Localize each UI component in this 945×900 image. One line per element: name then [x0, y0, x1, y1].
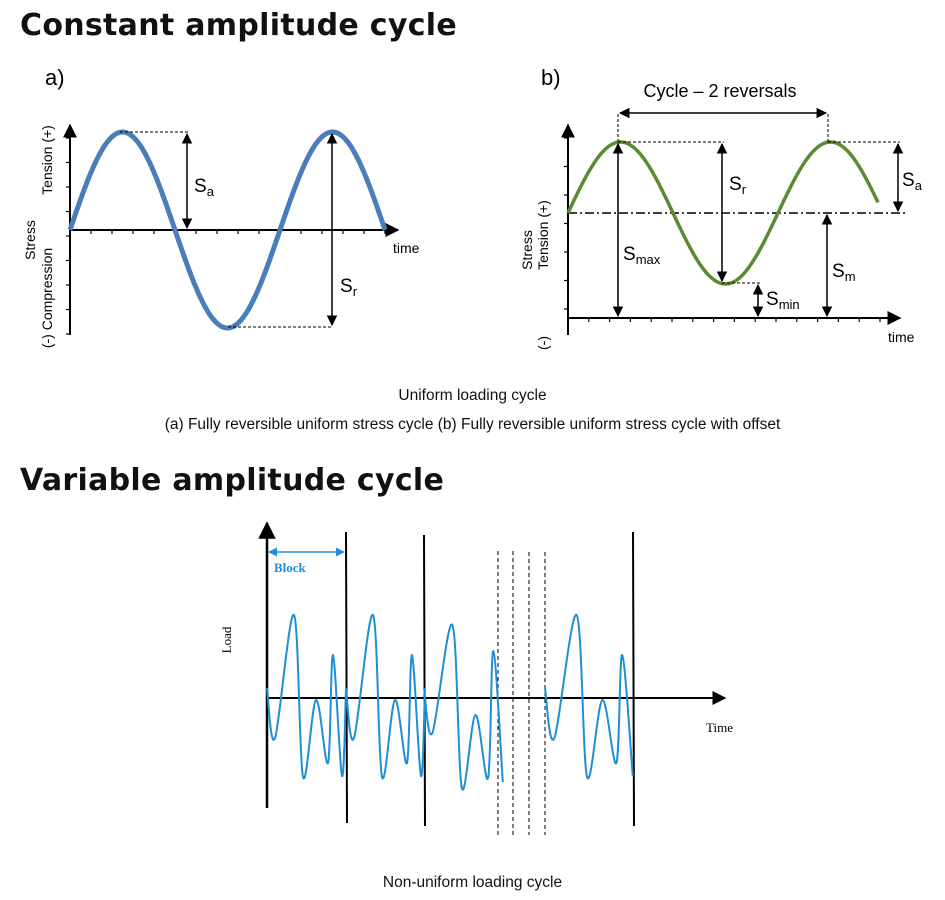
panel-a-label: a): [45, 65, 65, 90]
panel-a: a) Sa Sr time Stress Tension (+) (-) Com…: [22, 65, 420, 348]
x-axis-label: time: [888, 329, 915, 345]
block-divider: [423, 534, 426, 827]
smax-label: Smax: [623, 244, 661, 267]
smin-label: Smin: [766, 289, 800, 312]
caption-uniform-text: (a) Fully reversible uniform stress cycl…: [164, 416, 781, 433]
sa-label: Sa: [194, 176, 215, 199]
axis-ticks: [66, 137, 386, 335]
caption-uniform-title: Uniform loading cycle: [398, 387, 547, 404]
x-axis-label: Time: [706, 720, 733, 735]
block-divider: [632, 531, 635, 827]
y-axis-label-stress: Stress: [22, 220, 38, 260]
y-axis-label: Load: [219, 626, 234, 653]
x-axis-label: time: [393, 240, 420, 256]
block-divider: [345, 531, 348, 824]
section-title-constant: Constant amplitude cycle: [20, 8, 458, 43]
section-title-variable: Variable amplitude cycle: [20, 463, 445, 498]
block-label: Block: [274, 560, 307, 575]
y-axis-label-tension: Tension (+): [535, 200, 551, 270]
panel-b-label: b): [541, 65, 561, 90]
y-axis-label-stress: Stress: [519, 230, 535, 270]
caption-nonuniform: Non-uniform loading cycle: [382, 874, 563, 891]
panel-b: b) Cycle – 2 reversals Sr Sa Smax Sm Smi…: [519, 65, 923, 350]
variable-amplitude-diagram: Block Load Time: [219, 521, 733, 835]
sr-label: Sr: [729, 174, 747, 197]
y-axis-label-negative: (-): [535, 336, 551, 350]
y-axis-label-compression: (-) Compression: [39, 248, 55, 348]
cycle-label: Cycle – 2 reversals: [643, 81, 796, 101]
axis-ticks: [564, 137, 881, 322]
load-waveform: [266, 613, 634, 791]
sr-label: Sr: [340, 276, 358, 299]
sa-label: Sa: [902, 170, 923, 193]
y-axis-label-tension: Tension (+): [39, 125, 55, 195]
sm-label: Sm: [832, 261, 856, 284]
